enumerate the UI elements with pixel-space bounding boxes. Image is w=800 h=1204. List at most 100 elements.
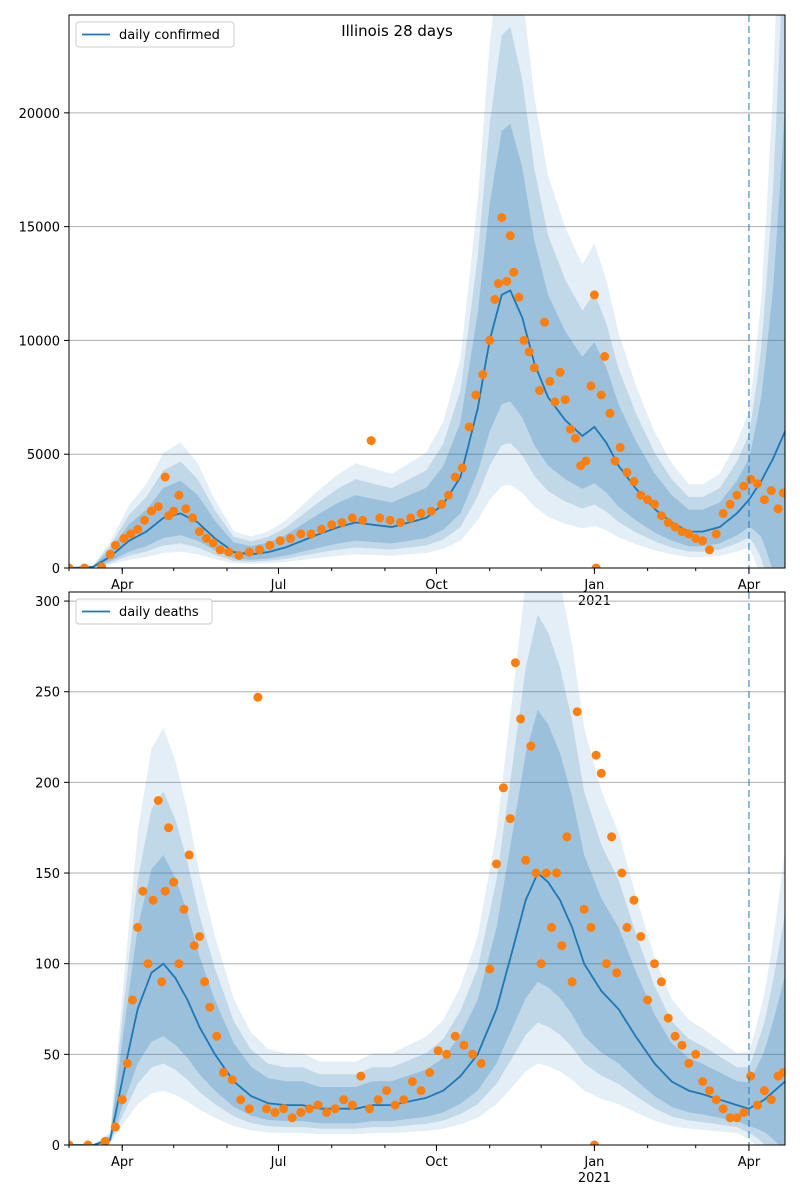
observed-point — [622, 467, 632, 477]
observed-point — [550, 397, 560, 407]
y-tick-label: 0 — [52, 562, 60, 577]
observed-point — [133, 524, 143, 534]
observed-point — [385, 515, 395, 525]
confidence-band-2 — [69, 614, 785, 1145]
observed-point — [426, 506, 436, 516]
observed-point — [322, 1107, 332, 1117]
observed-point — [773, 504, 783, 514]
observed-point — [457, 463, 467, 473]
observed-point — [698, 536, 708, 546]
observed-point — [100, 1136, 110, 1145]
observed-point — [416, 508, 426, 518]
observed-point — [586, 922, 596, 932]
observed-point — [219, 1068, 228, 1077]
observed-point — [490, 295, 500, 304]
observed-point — [670, 522, 680, 532]
observed-point — [571, 433, 580, 443]
observed-point — [153, 502, 163, 512]
observed-point — [596, 768, 606, 778]
observed-point — [425, 1068, 435, 1077]
observed-point — [169, 506, 179, 516]
observed-point — [622, 922, 632, 932]
observed-point — [615, 442, 625, 452]
observed-point — [535, 386, 544, 395]
observed-point — [766, 486, 776, 496]
observed-point — [589, 290, 599, 300]
observed-point — [184, 850, 194, 860]
observed-point — [69, 563, 74, 568]
observed-point — [759, 1086, 769, 1096]
observed-point — [358, 515, 368, 525]
observed-point — [540, 317, 550, 327]
observed-point — [69, 1140, 74, 1145]
confidence-band-1 — [69, 709, 785, 1145]
observed-point — [128, 995, 137, 1005]
observed-point — [605, 408, 615, 418]
observed-point — [339, 1095, 349, 1105]
observed-point — [195, 527, 204, 537]
y-tick-label: 300 — [35, 595, 60, 610]
confidence-band-3 — [69, 592, 785, 1145]
observed-point — [498, 783, 508, 793]
observed-point — [519, 335, 529, 345]
y-tick-label: 20000 — [19, 107, 60, 122]
observed-point — [572, 707, 582, 717]
plot-area — [69, 592, 785, 1145]
observed-point — [275, 536, 285, 546]
observed-point — [188, 513, 198, 523]
observed-point — [677, 527, 687, 537]
observed-point — [157, 977, 167, 987]
observed-point — [753, 479, 762, 489]
observed-point — [565, 424, 575, 434]
observed-point — [122, 1058, 132, 1068]
observed-point — [529, 363, 539, 373]
observed-point — [545, 376, 555, 386]
observed-point — [148, 895, 158, 905]
observed-point — [227, 1075, 237, 1085]
observed-point — [778, 1068, 785, 1077]
observed-point — [138, 886, 148, 896]
observed-point — [347, 513, 357, 523]
observed-point — [643, 495, 653, 505]
observed-point — [732, 490, 742, 500]
observed-point — [497, 213, 507, 222]
observed-point — [215, 545, 225, 555]
observed-point — [505, 814, 515, 824]
chart-title: Illinois 28 days — [341, 22, 453, 40]
observed-point — [650, 499, 659, 509]
observed-point — [732, 1113, 742, 1123]
y-tick-label: 200 — [35, 776, 60, 791]
observed-point — [212, 1031, 222, 1041]
observed-point — [110, 1122, 120, 1132]
observed-point — [492, 859, 501, 869]
observed-point — [591, 563, 601, 568]
observed-point — [236, 1095, 246, 1105]
observed-point — [327, 520, 337, 530]
observed-point — [181, 504, 191, 514]
observed-point — [746, 1071, 756, 1081]
y-tick-label: 250 — [35, 686, 60, 701]
observed-point — [663, 518, 673, 527]
observed-point — [478, 370, 488, 380]
observed-point — [262, 1104, 271, 1114]
observed-point — [80, 563, 89, 568]
observed-point — [567, 977, 577, 987]
observed-point — [610, 456, 620, 466]
observed-point — [536, 959, 546, 969]
observed-point — [83, 1140, 93, 1145]
x-tick-label: Jan — [583, 578, 604, 593]
observed-point — [505, 231, 515, 241]
observed-point — [164, 823, 174, 833]
observed-point — [526, 741, 536, 751]
y-tick-label: 10000 — [19, 334, 60, 349]
observed-point — [356, 1071, 366, 1081]
observed-point — [468, 1049, 477, 1059]
observed-point — [189, 941, 199, 951]
observed-point — [375, 513, 385, 523]
x-tick-label: Apr — [738, 1155, 761, 1170]
observed-point — [433, 1046, 443, 1056]
observed-point — [739, 1107, 749, 1117]
